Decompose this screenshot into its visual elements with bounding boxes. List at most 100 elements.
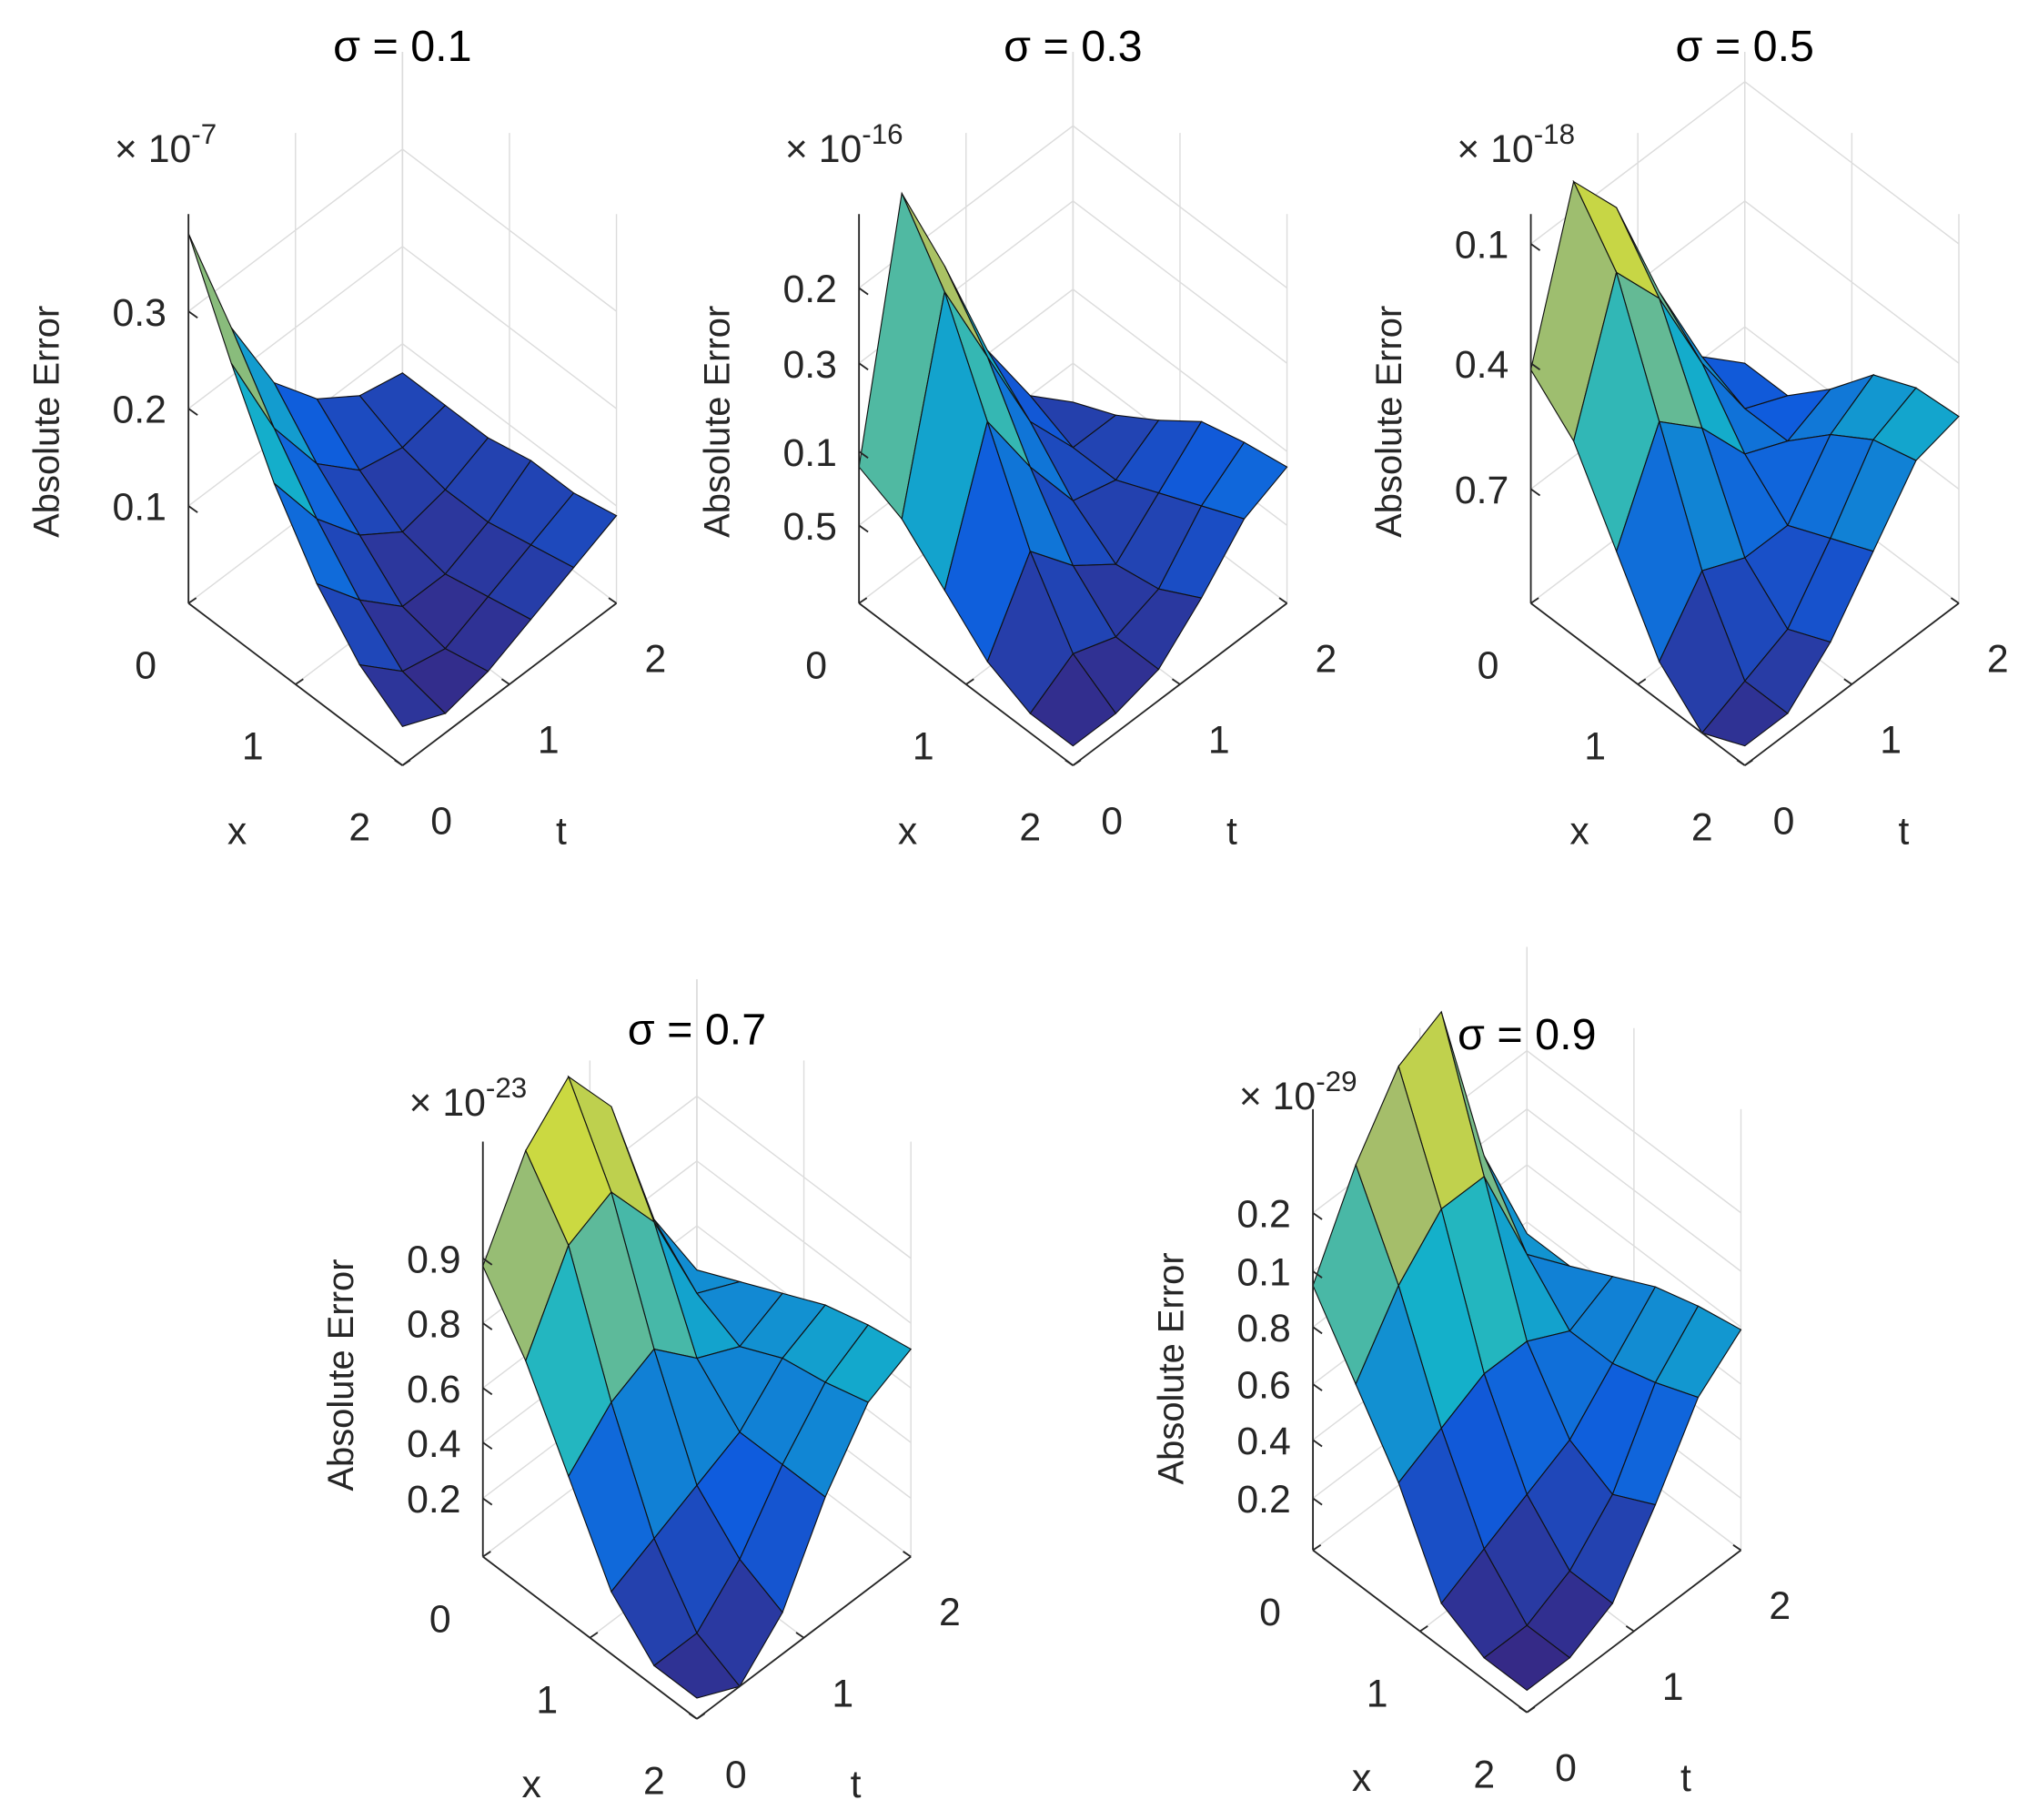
- y-axis-label: t: [556, 809, 567, 853]
- surface-patch: [358, 663, 447, 727]
- z-tick: [482, 1441, 493, 1451]
- x-tick-label: 0: [429, 1597, 451, 1641]
- x-tick-label: 0: [805, 644, 827, 688]
- x-axis-label: x: [898, 809, 917, 853]
- t-tick: [688, 1713, 698, 1720]
- z-tick: [1530, 488, 1541, 497]
- exponent-label: × 10-18: [1457, 118, 1575, 171]
- y-tick-label: 1: [1662, 1665, 1684, 1709]
- y-axis-label: t: [1898, 809, 1909, 853]
- exponent-label: × 10-23: [409, 1072, 527, 1125]
- t-tick: [1843, 678, 1852, 685]
- x-tick-label: 0: [135, 644, 156, 688]
- subplot: 0 1 2 0 1 2 0.2 0.4 0.6 0.8 0.1 0.2 x t Absolute Error…: [1152, 946, 1791, 1800]
- t-tick: [903, 1551, 912, 1558]
- x-tick: [401, 759, 411, 766]
- z-tick-label: 0.3: [112, 291, 166, 335]
- exponent: -7: [191, 118, 217, 150]
- z-tick: [1312, 1212, 1323, 1220]
- z-tick-label: 0.7: [1455, 469, 1508, 512]
- t-tick: [1171, 678, 1181, 685]
- z-tick: [187, 505, 198, 513]
- exponent-base: × 10: [1239, 1075, 1316, 1118]
- exponent-base: × 10: [115, 127, 191, 171]
- z-tick-label: 0.2: [407, 1478, 460, 1522]
- subplot: 0 1 2 0 1 2 0.2 0.4 0.6 0.8 0.9 x t Absolute Error × 1…: [321, 979, 961, 1806]
- y-tick-label: 1: [1880, 719, 1902, 763]
- x-tick-label: 2: [643, 1759, 665, 1803]
- y-tick-label: 1: [832, 1672, 853, 1715]
- chart-title: σ = 0.1: [333, 22, 471, 71]
- z-tick: [482, 1257, 493, 1266]
- t-tick: [1518, 1706, 1528, 1714]
- chart-title: σ = 0.3: [1004, 22, 1142, 71]
- t-tick: [795, 1632, 805, 1639]
- exponent: -18: [1534, 118, 1575, 150]
- x-tick-label: 2: [1019, 806, 1041, 850]
- z-tick: [858, 524, 869, 533]
- x-tick: [696, 1713, 706, 1720]
- exponent-base: × 10: [785, 127, 862, 171]
- x-tick: [1637, 678, 1647, 685]
- x-tick-label: 2: [1691, 806, 1713, 850]
- chart-title: σ = 0.9: [1458, 1010, 1596, 1059]
- t-tick: [1064, 759, 1074, 766]
- exponent-label: × 10-7: [115, 118, 217, 171]
- y-axis-label: t: [1226, 809, 1237, 853]
- x-axis-label: x: [1569, 809, 1589, 853]
- x-tick-label: 2: [1473, 1753, 1495, 1796]
- x-tick: [187, 597, 197, 604]
- y-tick-label: 0: [1773, 800, 1795, 844]
- z-tick: [1312, 1383, 1323, 1391]
- x-tick: [589, 1632, 599, 1639]
- x-tick: [1530, 597, 1539, 604]
- y-tick-label: 2: [1987, 637, 2009, 681]
- z-tick-label: 0.4: [1236, 1420, 1290, 1463]
- z-tick-label: 0.4: [1455, 343, 1508, 387]
- z-tick: [482, 1387, 493, 1396]
- z-tick: [482, 1322, 493, 1330]
- x-tick-label: 0: [1259, 1591, 1281, 1634]
- z-tick: [1530, 243, 1541, 251]
- x-tick-label: 1: [242, 725, 264, 769]
- z-tick-label: 0.1: [112, 486, 166, 530]
- z-tick-label: 0.8: [407, 1303, 460, 1347]
- chart-title: σ = 0.7: [628, 1006, 766, 1055]
- z-tick-label: 0.4: [407, 1422, 460, 1466]
- z-tick: [858, 287, 869, 296]
- chart-title: σ = 0.5: [1676, 22, 1814, 71]
- x-tick-label: 2: [348, 806, 370, 850]
- exponent-label: × 10-29: [1239, 1066, 1357, 1118]
- subplot: 0 1 2 0 1 2 0.1 0.2 0.3 x t Absolute Error × 10-7 σ =…: [27, 22, 667, 853]
- z-tick: [1312, 1439, 1323, 1448]
- z-tick: [187, 310, 198, 319]
- exponent-base: × 10: [1457, 127, 1533, 171]
- x-tick-label: 1: [913, 725, 934, 769]
- x-tick: [1312, 1544, 1322, 1552]
- exponent: -16: [862, 118, 903, 150]
- z-tick-label: 0.6: [407, 1368, 460, 1411]
- t-tick: [1736, 759, 1746, 766]
- z-tick-label: 0.2: [1236, 1193, 1290, 1237]
- exponent-label: × 10-16: [785, 118, 903, 171]
- z-axis-label: Absolute Error: [27, 306, 67, 538]
- x-tick-label: 1: [1367, 1672, 1388, 1715]
- y-tick-label: 1: [1208, 719, 1230, 763]
- z-tick: [858, 362, 869, 371]
- z-tick: [1312, 1326, 1323, 1335]
- y-tick-label: 2: [939, 1591, 961, 1634]
- z-axis-label: Absolute Error: [698, 306, 738, 538]
- subplot: 0 1 2 0 1 2 0.5 0.1 0.3 0.2 x t Absolute Error × 10-1…: [698, 22, 1337, 853]
- surface-patch: [1029, 652, 1117, 747]
- z-tick-label: 0.5: [782, 505, 836, 549]
- x-tick-label: 1: [536, 1678, 558, 1722]
- t-tick: [1278, 597, 1288, 604]
- t-tick: [1732, 1544, 1742, 1552]
- x-tick: [1526, 1706, 1536, 1714]
- z-tick: [482, 1497, 493, 1506]
- z-tick-label: 0.1: [782, 431, 836, 475]
- x-tick: [1744, 759, 1753, 766]
- z-tick-label: 0.2: [1236, 1478, 1290, 1522]
- z-tick-label: 0.6: [1236, 1364, 1290, 1408]
